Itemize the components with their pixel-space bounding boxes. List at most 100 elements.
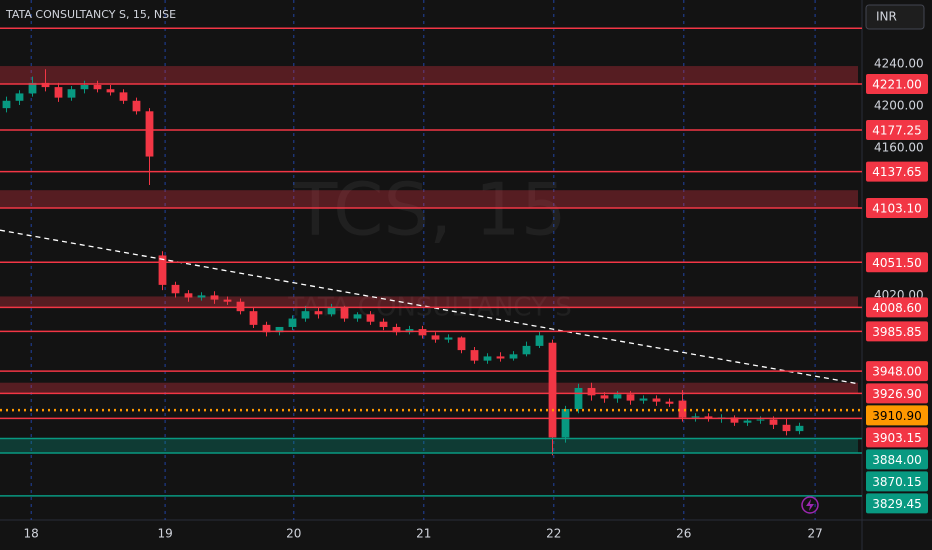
level-label-bg bbox=[866, 73, 928, 94]
level-label-bg bbox=[866, 161, 928, 182]
level-label: 3829.45 bbox=[872, 497, 922, 511]
currency-box[interactable] bbox=[865, 4, 925, 30]
candle-body bbox=[15, 93, 24, 101]
candle-body bbox=[665, 401, 674, 404]
candle-body bbox=[184, 293, 193, 298]
candle-body bbox=[457, 337, 466, 351]
candle-body bbox=[210, 295, 219, 300]
zone bbox=[0, 66, 858, 84]
level-label: 4103.10 bbox=[872, 201, 922, 215]
x-tick-label: 26 bbox=[676, 527, 691, 541]
level-label: 3985.85 bbox=[872, 325, 922, 339]
y-tick-label: 4240.00 bbox=[874, 56, 924, 70]
candle-body bbox=[613, 394, 622, 399]
zone bbox=[0, 438, 858, 454]
alert-bolt bbox=[806, 499, 814, 511]
candle-body bbox=[600, 395, 609, 399]
candle-body bbox=[132, 100, 141, 112]
level-label: 4137.65 bbox=[872, 165, 922, 179]
candle-body bbox=[106, 89, 115, 93]
candle-body bbox=[652, 398, 661, 402]
candle-body bbox=[119, 92, 128, 101]
candle-body bbox=[548, 342, 557, 438]
candle-body bbox=[262, 324, 271, 333]
level-label-bg bbox=[866, 493, 928, 514]
candle-body bbox=[470, 350, 479, 361]
level-label: 3926.90 bbox=[872, 387, 922, 401]
x-tick-label: 18 bbox=[24, 527, 39, 541]
candle-body bbox=[223, 299, 232, 302]
candle-body bbox=[678, 400, 687, 418]
zone bbox=[0, 296, 858, 308]
level-label: 4051.50 bbox=[872, 256, 922, 270]
candle-body bbox=[275, 326, 284, 333]
currency[interactable]: INR bbox=[876, 10, 897, 24]
level-label-bg bbox=[866, 471, 928, 492]
candle-body bbox=[41, 82, 50, 88]
level-label: 4221.00 bbox=[872, 77, 922, 91]
candle-body bbox=[496, 356, 505, 359]
candle-body bbox=[145, 111, 154, 157]
candle-body bbox=[483, 356, 492, 361]
candle-body bbox=[93, 85, 102, 90]
candle-body bbox=[366, 314, 375, 322]
candle-body bbox=[288, 318, 297, 327]
candle-body bbox=[561, 409, 570, 438]
candle-body bbox=[327, 308, 336, 315]
zone bbox=[0, 190, 858, 208]
candle-body bbox=[171, 284, 180, 294]
candle-body bbox=[756, 419, 765, 421]
candle-body bbox=[587, 387, 596, 396]
y-tick-label: 4200.00 bbox=[874, 99, 924, 113]
level-label: 3948.00 bbox=[872, 365, 922, 379]
candle-body bbox=[197, 295, 206, 298]
candle-body bbox=[795, 425, 804, 432]
level-label-bg bbox=[866, 449, 928, 470]
zone bbox=[0, 382, 858, 394]
candle-body bbox=[379, 321, 388, 327]
x-tick-label: 19 bbox=[157, 527, 172, 541]
candle-body bbox=[353, 314, 362, 319]
candle-body bbox=[236, 301, 245, 312]
candle-body bbox=[340, 308, 349, 319]
candle-body bbox=[158, 255, 167, 285]
alert-icon[interactable] bbox=[801, 496, 819, 514]
candle-body bbox=[67, 89, 76, 98]
x-tick-label: 20 bbox=[286, 527, 301, 541]
x-tick-label: 22 bbox=[546, 527, 561, 541]
level-label-bg bbox=[866, 321, 928, 342]
level-label: 4177.25 bbox=[872, 123, 922, 137]
level-label-bg bbox=[866, 252, 928, 273]
candle-body bbox=[418, 329, 427, 336]
x-tick-label: 27 bbox=[807, 527, 822, 541]
candle-body bbox=[28, 82, 37, 94]
candle-body bbox=[444, 337, 453, 340]
candle-body bbox=[80, 85, 89, 90]
candle-body bbox=[730, 417, 739, 423]
candle-body bbox=[314, 311, 323, 315]
y-tick-label: 4160.00 bbox=[874, 141, 924, 155]
level-label-bg bbox=[866, 405, 928, 426]
level-label-bg bbox=[866, 361, 928, 382]
candle-body bbox=[509, 354, 518, 359]
chart-title: TATA CONSULTANCY S, 15, NSE bbox=[5, 8, 176, 21]
level-label-bg bbox=[866, 383, 928, 404]
x-tick-label: 21 bbox=[416, 527, 431, 541]
candle-body bbox=[431, 335, 440, 340]
candle-body bbox=[691, 416, 700, 418]
level-label: 3884.00 bbox=[872, 453, 922, 467]
level-label: 3910.90 bbox=[872, 409, 922, 423]
candle-body bbox=[639, 398, 648, 401]
candle-body bbox=[626, 394, 635, 401]
level-label-bg bbox=[866, 119, 928, 140]
level-label-bg bbox=[866, 427, 928, 448]
candle-body bbox=[522, 345, 531, 355]
candle-body bbox=[704, 416, 713, 419]
candle-body bbox=[54, 87, 63, 98]
candle-body bbox=[743, 420, 752, 423]
level-label: 3870.15 bbox=[872, 475, 922, 489]
candle-body bbox=[249, 311, 258, 325]
candle-body bbox=[301, 311, 310, 319]
